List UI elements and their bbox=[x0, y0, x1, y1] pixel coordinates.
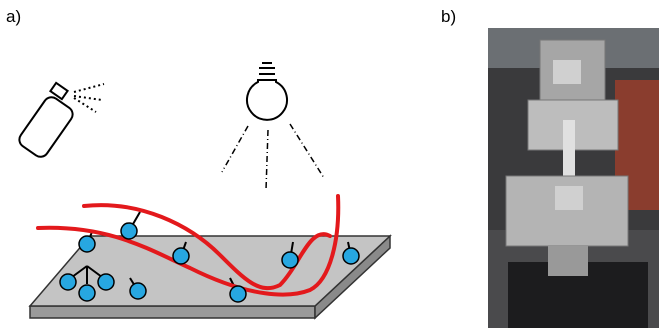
spray-can bbox=[16, 83, 104, 160]
figure: a) b) bbox=[0, 0, 659, 328]
photo bbox=[488, 28, 659, 328]
light-bulb bbox=[222, 63, 324, 190]
panel-label: a) bbox=[6, 7, 21, 26]
panel-label: b) bbox=[441, 7, 456, 26]
